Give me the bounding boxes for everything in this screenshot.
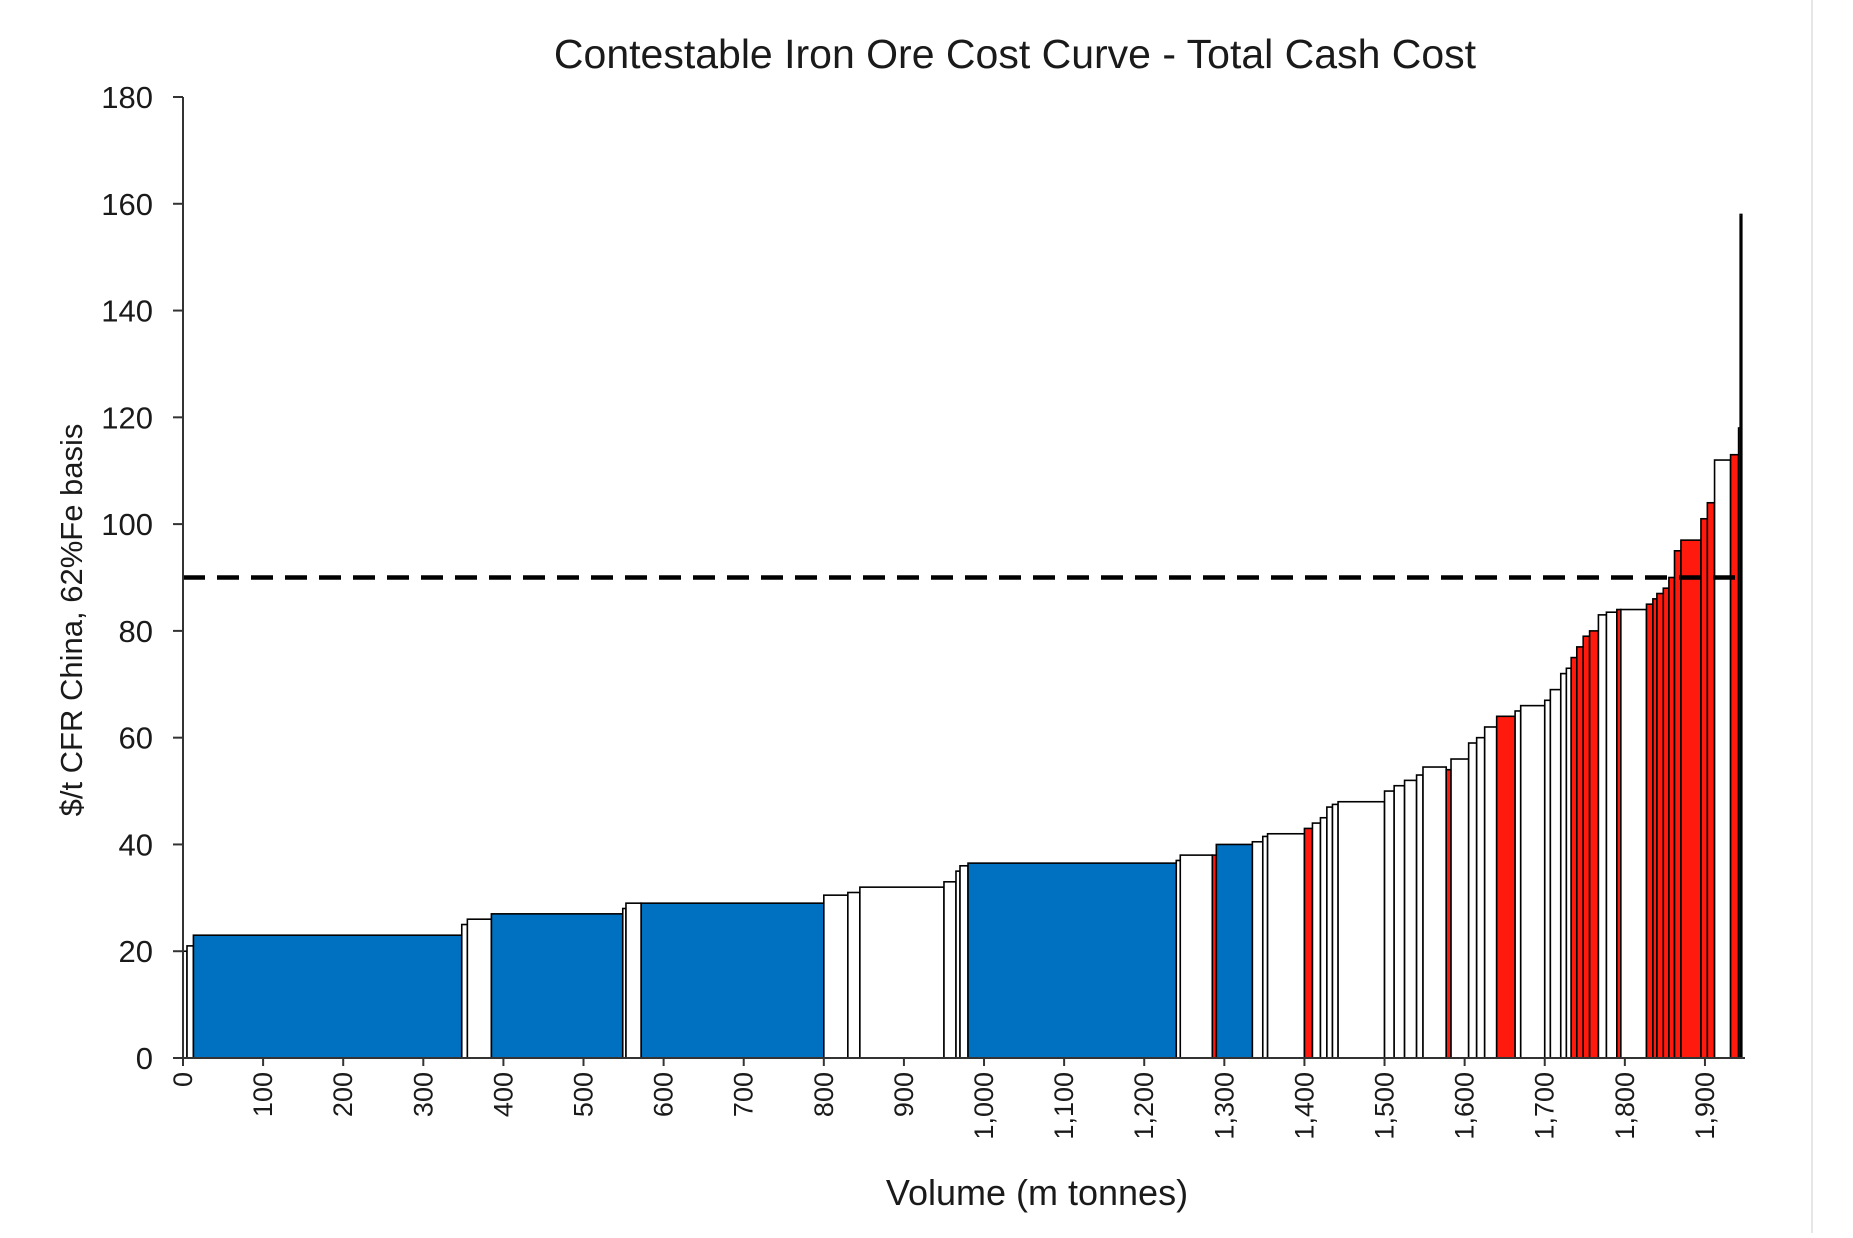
cost-bar	[1620, 608, 1648, 1059]
axes-group	[182, 97, 1745, 1059]
y-tick-label: 40	[119, 827, 153, 862]
cost-bar	[1326, 806, 1334, 1059]
cost-bar	[1319, 816, 1328, 1059]
x-tick-label: 1,300	[1209, 1072, 1239, 1140]
y-tick-label: 20	[119, 934, 153, 969]
y-tick-label: 120	[101, 400, 153, 435]
x-tick-label: 1,000	[969, 1072, 999, 1140]
cost-bar	[1331, 803, 1339, 1059]
cost-bar	[1215, 843, 1254, 1059]
cost-bar	[1519, 704, 1546, 1059]
cost-bar	[1483, 726, 1498, 1059]
y-tick-label: 100	[101, 507, 153, 542]
cost-bar	[1656, 592, 1665, 1059]
cost-bar	[1403, 779, 1418, 1059]
x-tick-label: 900	[889, 1072, 919, 1117]
cost-bar	[460, 923, 469, 1059]
bar-group	[182, 213, 1743, 1059]
x-tick-label: 400	[488, 1072, 518, 1117]
cost-bar	[1495, 715, 1516, 1059]
cost-bar	[1575, 646, 1584, 1059]
cost-bar	[1713, 459, 1732, 1059]
x-tick-label: 0	[168, 1072, 198, 1087]
cost-bar	[625, 902, 642, 1059]
cost-bar	[1605, 611, 1618, 1059]
cost-bar	[823, 894, 849, 1059]
cost-bar	[1251, 840, 1264, 1059]
x-tick-label: 1,400	[1289, 1072, 1319, 1140]
cost-bar	[943, 881, 957, 1059]
cost-bar	[1179, 854, 1214, 1059]
cost-bar	[959, 864, 969, 1059]
cost-bar	[186, 945, 195, 1059]
x-tick-label: 1,700	[1530, 1072, 1560, 1140]
cost-bar	[1706, 501, 1716, 1059]
cost-bar	[1415, 774, 1424, 1059]
cost-bar	[490, 913, 624, 1059]
cost-bar	[1645, 603, 1654, 1059]
y-tick-label: 160	[101, 187, 153, 222]
x-tick-label: 800	[809, 1072, 839, 1117]
cost-bar	[1337, 800, 1386, 1059]
cost-bar	[1467, 742, 1478, 1059]
x-tick-label: 200	[328, 1072, 358, 1117]
chart-title: Contestable Iron Ore Cost Curve - Total …	[554, 31, 1477, 77]
cost-bar	[1303, 827, 1314, 1059]
cost-bar	[1514, 710, 1522, 1059]
x-axis-label: Volume (m tonnes)	[886, 1172, 1188, 1213]
cost-bar	[1543, 699, 1552, 1059]
cost-bar	[640, 902, 825, 1059]
cost-bar	[1383, 790, 1395, 1059]
x-tick-label: 300	[408, 1072, 438, 1117]
x-tick-label: 1,900	[1690, 1072, 1720, 1140]
cost-bar	[1549, 688, 1562, 1059]
x-tick-label: 500	[569, 1072, 599, 1117]
x-tick-label: 700	[729, 1072, 759, 1117]
cost-bar	[192, 934, 463, 1059]
x-tick-label: 600	[649, 1072, 679, 1117]
cost-bar	[1582, 635, 1591, 1059]
x-tick-label: 1,500	[1370, 1072, 1400, 1140]
cost-bar	[859, 886, 945, 1059]
cost-bar	[1680, 539, 1702, 1059]
y-tick-label: 0	[136, 1041, 153, 1076]
y-tick-label: 80	[119, 614, 153, 649]
cost-bar	[847, 891, 861, 1059]
cost-bar	[1673, 550, 1682, 1059]
cost-bar	[1662, 587, 1670, 1059]
cost-bar	[1393, 784, 1406, 1059]
cost-bar	[1450, 758, 1470, 1059]
cost-bar	[1739, 213, 1743, 1059]
cost-bar	[1668, 576, 1676, 1059]
cost-bar	[1570, 656, 1578, 1059]
cost-bar	[1422, 766, 1448, 1059]
x-tick-label: 1,200	[1129, 1072, 1159, 1140]
cost-bar	[967, 862, 1178, 1059]
x-tick-label: 100	[248, 1072, 278, 1117]
cost-bar	[1475, 736, 1486, 1059]
x-tick-label: 1,100	[1049, 1072, 1079, 1140]
cost-bar	[1559, 672, 1568, 1059]
cost-bar	[1588, 630, 1600, 1059]
cost-bar	[466, 918, 493, 1059]
x-tick-label: 1,800	[1610, 1072, 1640, 1140]
cost-bar	[1700, 517, 1709, 1059]
cost-bar	[1266, 832, 1306, 1059]
cost-bar	[1597, 614, 1608, 1059]
y-tick-label: 60	[119, 721, 153, 756]
y-tick-label: 140	[101, 294, 153, 329]
tick-group: 0 20 40 60 80 100 120 140 160 180 0 100 200 300 400 500…	[101, 80, 1720, 1140]
x-tick-label: 1,600	[1450, 1072, 1480, 1140]
y-tick-label: 180	[101, 80, 153, 115]
cost-bar	[1311, 822, 1322, 1059]
cost-bar	[1729, 453, 1740, 1059]
y-axis-label: $/t CFR China, 62%Fe basis	[54, 424, 89, 817]
